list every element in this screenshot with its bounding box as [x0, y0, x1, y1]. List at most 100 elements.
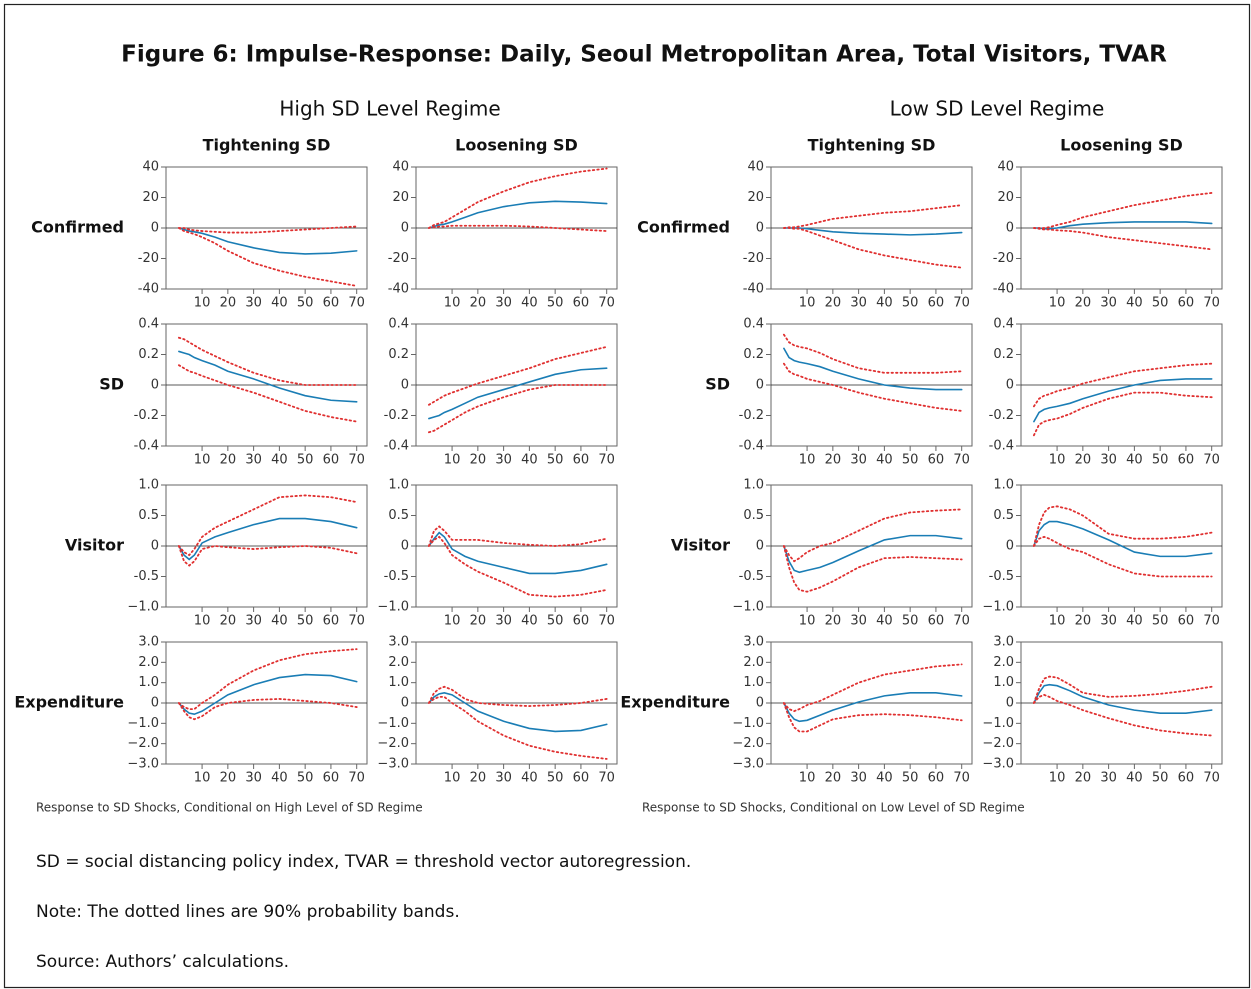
band-line: [177, 225, 358, 234]
x-tick-label: 40: [876, 614, 893, 629]
row-label: Confirmed: [637, 218, 730, 237]
y-tick-label: 0.2: [993, 347, 1014, 362]
x-tick-label: 20: [1075, 296, 1092, 311]
x-tick-label: 50: [902, 453, 919, 468]
x-tick-label: 30: [245, 771, 262, 786]
y-tick-label: 0: [1006, 221, 1014, 236]
y-tick-label: 1.0: [993, 478, 1014, 493]
y-tick-label: -0.5: [739, 569, 764, 584]
y-tick-label: 0: [756, 696, 764, 711]
x-tick-label: 40: [876, 771, 893, 786]
x-tick-label: 40: [876, 296, 893, 311]
x-tick-label: 30: [245, 296, 262, 311]
band-line: [1032, 675, 1213, 704]
column-title: Loosening SD: [1060, 136, 1183, 155]
y-tick-label: -20: [743, 251, 764, 266]
column-title: Tightening SD: [808, 136, 936, 155]
x-tick-label: 70: [598, 614, 615, 629]
x-tick-label: 40: [521, 453, 538, 468]
x-tick-label: 50: [297, 771, 314, 786]
band-line: [427, 696, 608, 760]
x-tick-label: 20: [1075, 453, 1092, 468]
y-tick-label: 3.0: [743, 635, 764, 650]
y-tick-label: 0: [151, 696, 159, 711]
x-tick-label: 70: [1203, 453, 1220, 468]
y-tick-label: 20: [997, 190, 1014, 205]
column-title: Loosening SD: [455, 136, 578, 155]
band-line: [177, 227, 358, 287]
x-tick-label: 50: [297, 614, 314, 629]
x-tick-label: 10: [799, 614, 816, 629]
x-tick-label: 20: [825, 614, 842, 629]
y-tick-label: 1.0: [993, 675, 1014, 690]
x-tick-label: 60: [1178, 771, 1195, 786]
frame: [3, 3, 1251, 989]
caption: Response to SD Shocks, Conditional on Hi…: [36, 801, 423, 815]
y-tick-label: −3.0: [732, 757, 764, 772]
x-tick-label: 60: [928, 453, 945, 468]
y-tick-label: 20: [747, 190, 764, 205]
row-label: Visitor: [671, 536, 730, 555]
x-tick-label: 30: [850, 771, 867, 786]
band-line: [427, 685, 608, 707]
x-tick-label: 40: [271, 453, 288, 468]
x-tick-label: 40: [1126, 771, 1143, 786]
response-line: [178, 350, 358, 403]
y-tick-label: -0.5: [989, 569, 1014, 584]
response-line: [1033, 378, 1213, 423]
band-line: [427, 525, 608, 547]
x-tick-label: 30: [495, 453, 512, 468]
y-tick-label: 40: [997, 160, 1014, 175]
x-tick-label: 20: [1075, 614, 1092, 629]
x-tick-label: 30: [1100, 296, 1117, 311]
y-tick-label: 0.4: [388, 317, 409, 332]
x-tick-label: 20: [470, 614, 487, 629]
y-tick-label: 0.2: [743, 347, 764, 362]
x-tick-label: 20: [220, 771, 237, 786]
x-tick-label: 10: [194, 771, 211, 786]
y-tick-label: 0: [756, 539, 764, 554]
y-tick-label: -0.5: [134, 569, 159, 584]
y-tick-label: -0.4: [989, 439, 1014, 454]
y-tick-label: 20: [142, 190, 159, 205]
x-tick-label: 40: [1126, 614, 1143, 629]
band-line: [782, 362, 963, 412]
x-tick-label: 70: [1203, 614, 1220, 629]
y-tick-label: −3.0: [127, 757, 159, 772]
y-tick-label: -40: [138, 282, 159, 297]
x-tick-label: 50: [547, 453, 564, 468]
x-tick-label: 40: [521, 771, 538, 786]
x-tick-label: 70: [598, 453, 615, 468]
y-tick-label: 0: [401, 539, 409, 554]
y-tick-label: 0: [401, 221, 409, 236]
y-tick-label: 0.5: [388, 508, 409, 523]
band-line: [427, 384, 608, 434]
x-tick-label: 60: [573, 771, 590, 786]
response-line: [783, 534, 963, 574]
response-line: [428, 692, 608, 733]
y-tick-label: -20: [388, 251, 409, 266]
band-line: [1032, 505, 1213, 547]
y-tick-label: 2.0: [388, 655, 409, 670]
x-tick-label: 60: [323, 296, 340, 311]
band-line: [782, 333, 963, 374]
response-line: [428, 367, 608, 420]
x-tick-label: 70: [1203, 296, 1220, 311]
x-tick-label: 70: [348, 614, 365, 629]
x-tick-label: 50: [902, 296, 919, 311]
x-tick-label: 40: [271, 296, 288, 311]
x-tick-label: 40: [876, 453, 893, 468]
x-tick-label: 70: [953, 296, 970, 311]
y-tick-label: -0.4: [739, 439, 764, 454]
band-line: [177, 494, 358, 557]
x-tick-label: 10: [444, 296, 461, 311]
x-tick-label: 60: [323, 771, 340, 786]
row-label: Confirmed: [31, 218, 124, 237]
y-tick-label: 0.2: [138, 347, 159, 362]
y-tick-label: 1.0: [743, 675, 764, 690]
y-tick-label: 3.0: [993, 635, 1014, 650]
band-line: [1032, 362, 1213, 408]
x-tick-label: 20: [825, 453, 842, 468]
x-tick-label: 30: [1100, 614, 1117, 629]
regime-title: Low SD Level Regime: [890, 97, 1105, 121]
